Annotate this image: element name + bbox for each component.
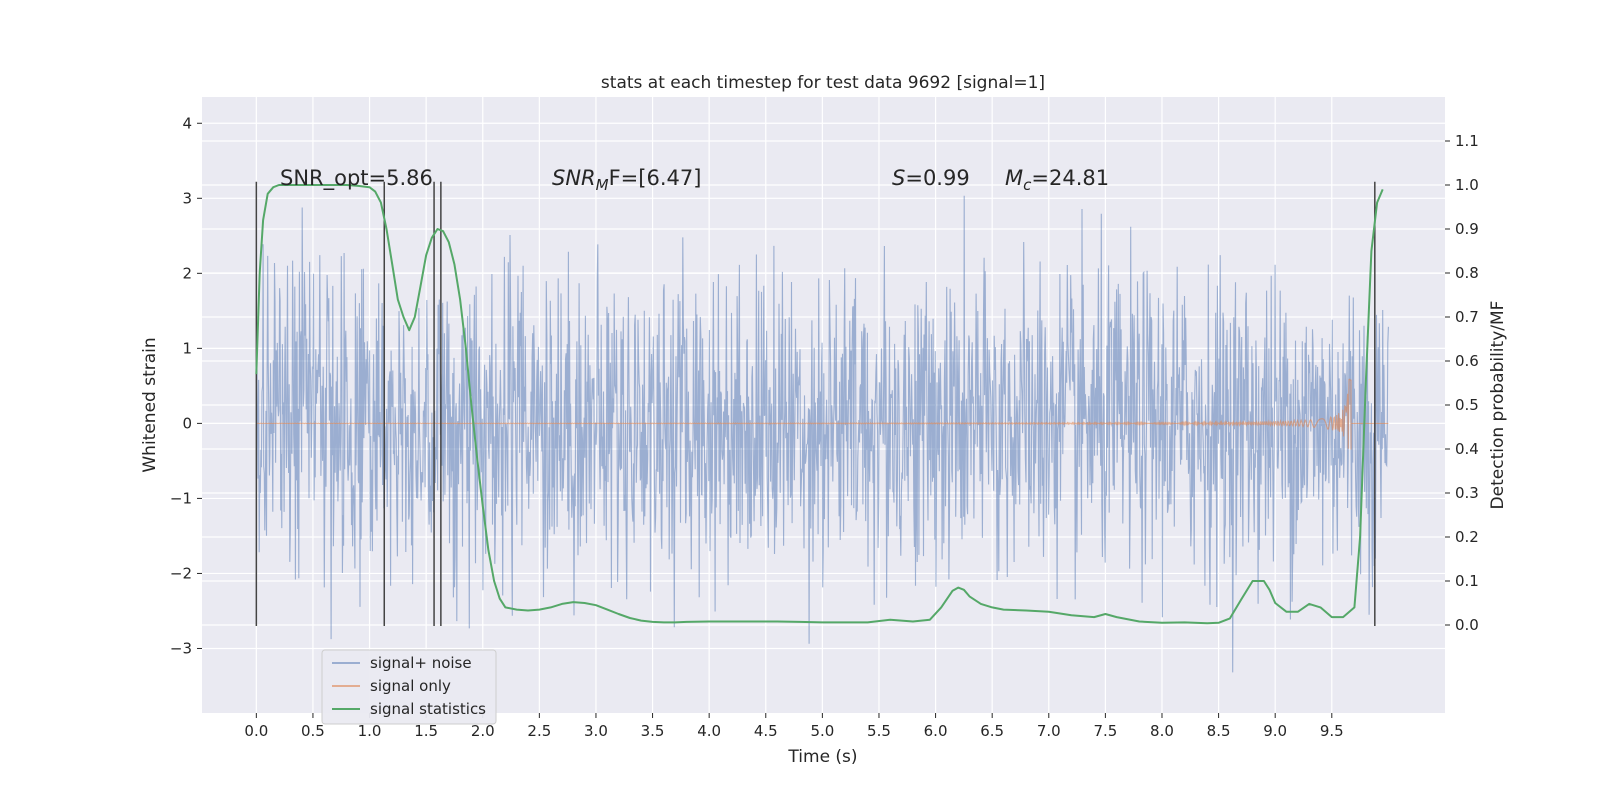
legend: signal+ noise signal only signal statist… [321, 649, 497, 725]
left-y-axis-ticks: −3 −2 −1 0 1 2 3 4 [170, 114, 202, 657]
x-axis-ticks: 0.0 0.5 1.0 1.5 2.0 2.5 3.0 3.5 4.0 4.5 5.0 5.5 6.0 6… [244, 713, 1344, 740]
right-y-tick-label: 0.3 [1455, 484, 1479, 502]
snr-opt-annotation: SNR_opt=5.86 [280, 166, 433, 191]
mc-symbol: M [1005, 166, 1023, 190]
x-tick-label: 9.5 [1320, 722, 1344, 740]
snr-mf-subscript: M [596, 176, 609, 194]
x-tick-label: 3.5 [641, 722, 665, 740]
left-y-tick-label: −2 [170, 564, 192, 582]
legend-box [321, 649, 497, 725]
x-tick-label: 7.5 [1093, 722, 1117, 740]
signal-only-line [256, 378, 1389, 450]
x-tick-label: 1.0 [358, 722, 382, 740]
s-annotation: S=0.99 [892, 166, 970, 190]
left-y-tick-label: 2 [182, 264, 192, 282]
left-y-tick-label: 0 [182, 414, 192, 432]
right-y-tick-label: 0.4 [1455, 440, 1479, 458]
right-y-axis-label: Detection probability/MF [1488, 301, 1508, 510]
x-tick-label: 8.0 [1150, 722, 1174, 740]
left-y-tick-label: 3 [182, 189, 192, 207]
right-y-tick-label: 0.2 [1455, 528, 1479, 546]
x-tick-label: 9.0 [1263, 722, 1287, 740]
right-y-tick-label: 1.0 [1455, 176, 1479, 194]
x-tick-label: 7.0 [1037, 722, 1061, 740]
right-y-tick-label: 0.5 [1455, 396, 1479, 414]
right-y-tick-label: 0.6 [1455, 352, 1479, 370]
left-y-axis-label: Whitened strain [140, 337, 160, 472]
signal-only-series [256, 378, 1389, 450]
signal-noise-series [255, 195, 1389, 673]
mc-annotation: Mc=24.81 [1005, 166, 1109, 194]
left-y-tick-label: 4 [182, 114, 192, 132]
legend-label-stat: signal statistics [370, 700, 486, 718]
right-y-tick-label: 0.1 [1455, 572, 1479, 590]
x-tick-label: 0.0 [244, 722, 268, 740]
right-y-tick-label: 0.8 [1455, 264, 1479, 282]
x-tick-label: 3.0 [584, 722, 608, 740]
left-y-tick-label: 1 [182, 339, 192, 357]
chart-title: stats at each timestep for test data 969… [601, 73, 1045, 93]
s-symbol: S [892, 166, 905, 190]
x-tick-label: 5.0 [810, 722, 834, 740]
x-tick-label: 6.5 [980, 722, 1004, 740]
x-tick-label: 6.0 [924, 722, 948, 740]
snr-mf-symbol: SNR [552, 166, 596, 190]
x-axis-label: Time (s) [787, 747, 857, 767]
vertical-markers [255, 181, 1376, 626]
snr-mf-annotation: SNRMF=[6.47] [552, 166, 701, 194]
legend-label-signal: signal only [370, 677, 451, 695]
x-tick-label: 5.5 [867, 722, 891, 740]
x-tick-label: 4.5 [754, 722, 778, 740]
x-tick-label: 2.0 [471, 722, 495, 740]
mc-value: =24.81 [1031, 166, 1109, 190]
signal-statistics-series [255, 184, 1384, 625]
legend-label-noise: signal+ noise [370, 654, 472, 672]
x-tick-label: 4.0 [697, 722, 721, 740]
x-tick-label: 0.5 [301, 722, 325, 740]
signal-statistics-line [255, 184, 1384, 625]
mc-subscript: c [1023, 176, 1032, 194]
left-y-tick-label: −3 [170, 639, 192, 657]
x-tick-label: 1.5 [414, 722, 438, 740]
right-y-axis-ticks: 0.0 0.1 0.2 0.3 0.4 0.5 0.6 0.7 0.8 0.9 1.0 1.1 [1445, 132, 1479, 634]
x-tick-label: 2.5 [527, 722, 551, 740]
snr-mf-value: F=[6.47] [609, 166, 702, 190]
right-y-tick-label: 1.1 [1455, 132, 1479, 150]
left-y-tick-label: −1 [170, 489, 192, 507]
right-y-tick-label: 0.9 [1455, 220, 1479, 238]
s-value: =0.99 [905, 166, 969, 190]
right-y-tick-label: 0.7 [1455, 308, 1479, 326]
x-tick-label: 8.5 [1207, 722, 1231, 740]
right-y-tick-label: 0.0 [1455, 616, 1479, 634]
signal-noise-line [255, 195, 1389, 673]
